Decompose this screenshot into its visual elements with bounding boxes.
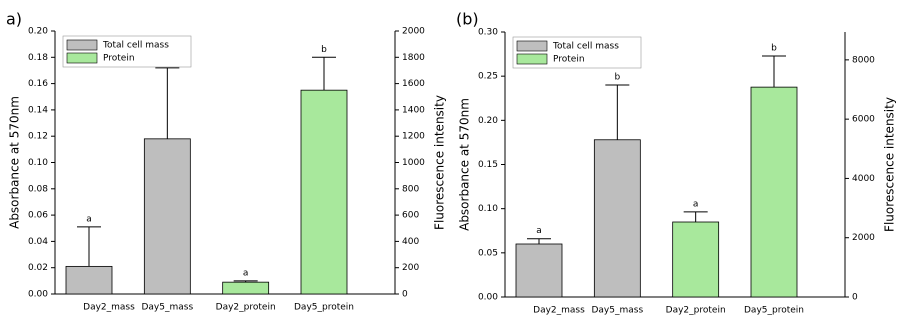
x-tick-label: Day5_mass (141, 303, 193, 313)
y2-tick-label: 1600 (402, 79, 425, 89)
y2-tick-label: 1400 (402, 105, 425, 115)
bar (593, 139, 641, 298)
significance-letter: b (771, 44, 777, 54)
y2-tick-label: 400 (402, 237, 419, 247)
y-tick-label: 0.08 (28, 184, 48, 194)
y2-tick-label: 1800 (402, 53, 425, 63)
y2-tick-label: 4000 (852, 174, 875, 184)
y-tick-label: 0.00 (478, 293, 498, 303)
panel: a) Absorbance at 570nm Fluorescence intens… (6, 10, 447, 313)
legend-swatch (516, 40, 548, 52)
y2-axis-label: Fluorescence intensity (433, 95, 447, 230)
y2-tick-label: 800 (402, 184, 419, 194)
significance-letter: b (321, 45, 327, 55)
x-tick-label: Day5_mass (591, 306, 643, 316)
y-tick-label: 0.02 (28, 263, 48, 273)
y-tick-label: 0.16 (28, 79, 48, 89)
x-tick-label: Day5_protein (744, 306, 804, 316)
bar (300, 89, 348, 295)
x-tick-label: Day5_protein (294, 303, 354, 313)
legend-label: Total cell mass (552, 42, 619, 52)
x-tick-label: Day2_protein (666, 306, 726, 316)
y-tick-label: 0.12 (28, 132, 48, 142)
y-tick-label: 0.15 (478, 160, 498, 170)
y-tick-label: 0.04 (28, 237, 48, 247)
significance-letter: a (243, 268, 249, 278)
y2-tick-label: 200 (402, 263, 419, 273)
legend-label: Protein (553, 55, 585, 65)
y2-tick-label: 2000 (852, 233, 875, 243)
bar (65, 265, 113, 295)
x-tick-label: Day2_mass (533, 306, 585, 316)
y-tick-label: 0.10 (28, 158, 48, 168)
significance-letter: a (693, 199, 699, 209)
legend-swatch (66, 52, 98, 64)
y-tick-label: 0.06 (28, 211, 48, 221)
significance-letter: a (86, 214, 92, 224)
y-tick-label: 0.20 (478, 116, 498, 126)
y2-tick-label: 2000 (402, 27, 425, 37)
y-tick-label: 0.30 (478, 28, 498, 38)
y2-tick-label: 0 (402, 290, 408, 300)
y-axis-label: Absorbance at 570nm (8, 96, 22, 229)
y-tick-label: 0.18 (28, 53, 48, 63)
y2-tick-label: 1000 (402, 158, 425, 168)
y2-tick-label: 0 (852, 293, 858, 303)
legend-label: Total cell mass (102, 41, 169, 51)
x-tick-label: Day2_protein (216, 303, 276, 313)
y-tick-label: 0.10 (478, 204, 498, 214)
y-tick-label: 0.14 (28, 105, 48, 115)
y2-axis-label: Fluorescence intensity (883, 97, 897, 232)
y2-tick-label: 1200 (402, 132, 425, 142)
y-tick-label: 0.00 (28, 290, 48, 300)
y2-tick-label: 8000 (852, 55, 875, 65)
y-tick-label: 0.05 (478, 248, 498, 258)
y-tick-label: 0.25 (478, 72, 498, 82)
y-axis-label: Absorbance at 570nm (458, 98, 472, 231)
bar (143, 138, 191, 295)
legend-swatch (66, 39, 98, 51)
y2-tick-label: 600 (402, 211, 419, 221)
legend-label: Protein (103, 54, 135, 64)
bar (222, 281, 270, 295)
bar (515, 243, 563, 298)
y2-tick-label: 6000 (852, 115, 875, 125)
panel: (b) Absorbance at 570nm Fluorescence inten… (456, 10, 897, 316)
x-tick-label: Day2_mass (83, 303, 135, 313)
significance-letter: b (614, 73, 620, 83)
legend-swatch (516, 53, 548, 65)
panel-label: (b) (456, 10, 479, 29)
panel-label: a) (6, 10, 22, 29)
significance-letter: a (536, 226, 542, 236)
bar (672, 221, 720, 298)
y-tick-label: 0.20 (28, 27, 48, 37)
bar (750, 86, 798, 298)
